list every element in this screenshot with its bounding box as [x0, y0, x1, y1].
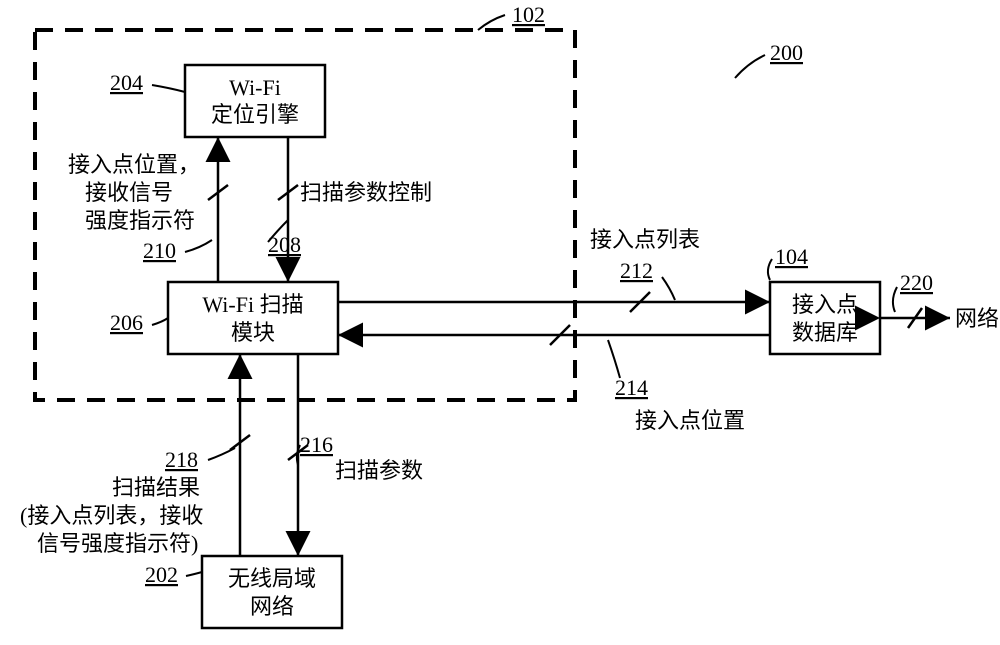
leader-210 — [185, 240, 212, 252]
label-scan-param-ctrl: 扫描参数控制 — [300, 180, 432, 205]
leader-220 — [893, 287, 897, 312]
leader-102 — [478, 15, 505, 30]
label-scan-result-3: 信号强度指示符) — [37, 531, 198, 556]
ref-214: 214 — [615, 375, 648, 400]
label-scan-param: 扫描参数 — [335, 458, 423, 483]
label-network: 网络 — [955, 306, 999, 331]
wlan-line1: 无线局域 — [228, 566, 316, 591]
leader-200 — [735, 55, 765, 78]
label-ap-list: 接入点列表 — [590, 227, 700, 252]
label-ap-pos: 接入点位置 — [635, 408, 745, 433]
leader-214 — [608, 340, 620, 378]
leader-204 — [152, 85, 185, 92]
label-ap-pos-rssi-2: 接收信号 — [85, 180, 173, 205]
label-ap-pos-rssi-3: 强度指示符 — [85, 208, 195, 233]
ref-220: 220 — [900, 270, 933, 295]
leader-202 — [186, 572, 202, 576]
ref-218: 218 — [165, 447, 198, 472]
ref-102: 102 — [512, 2, 545, 27]
db-line1: 接入点 — [792, 292, 858, 317]
node-ap-db: 接入点 数据库 — [770, 282, 880, 354]
ref-202: 202 — [145, 562, 178, 587]
leader-218 — [208, 448, 235, 460]
label-scan-result-2: (接入点列表，接收 — [20, 503, 203, 528]
ref-206: 206 — [110, 310, 143, 335]
ref-200: 200 — [770, 40, 803, 65]
node-wifi-scan: Wi-Fi 扫描 模块 — [168, 282, 338, 354]
label-ap-pos-rssi-1: 接入点位置， — [68, 152, 200, 177]
engine-line1: Wi-Fi — [229, 75, 281, 100]
node-wlan: 无线局域 网络 — [202, 556, 342, 628]
leader-206 — [152, 318, 168, 325]
ref-104: 104 — [775, 244, 808, 269]
scan-line2: 模块 — [231, 320, 275, 345]
ref-212: 212 — [620, 258, 653, 283]
label-scan-result-1: 扫描结果 — [112, 475, 200, 500]
node-wifi-engine: Wi-Fi 定位引擎 — [185, 65, 325, 137]
ref-210: 210 — [143, 238, 176, 263]
system-diagram: Wi-Fi 定位引擎 Wi-Fi 扫描 模块 接入点 数据库 无线局域 网络 网… — [0, 0, 1000, 645]
engine-line2: 定位引擎 — [211, 102, 299, 127]
leader-212 — [662, 277, 675, 300]
leader-104 — [768, 259, 772, 280]
ref-216: 216 — [300, 432, 333, 457]
db-line2: 数据库 — [792, 320, 858, 345]
scan-line1: Wi-Fi 扫描 — [202, 292, 303, 317]
wlan-line2: 网络 — [250, 594, 294, 619]
ref-204: 204 — [110, 70, 143, 95]
